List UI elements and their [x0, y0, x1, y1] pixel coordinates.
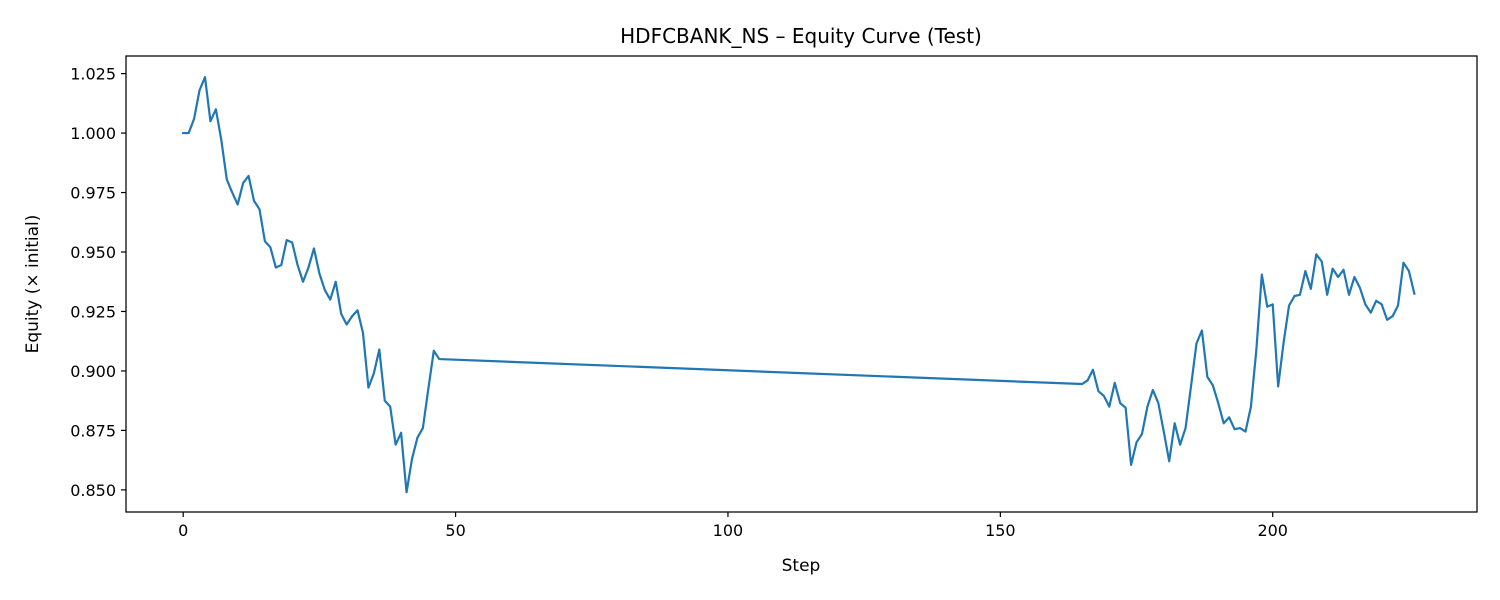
- y-axis-label: Equity (× initial): [23, 215, 43, 354]
- y-tick-label: 0.950: [70, 243, 116, 262]
- y-tick-label: 0.925: [70, 302, 116, 321]
- x-tick-label: 150: [985, 521, 1016, 540]
- y-tick-label: 0.975: [70, 184, 116, 203]
- x-axis-label: Step: [782, 556, 821, 576]
- y-tick-label: 0.900: [70, 362, 116, 381]
- series-line-0: [182, 76, 1416, 494]
- y-tick-label: 1.025: [70, 65, 116, 84]
- y-tick-label: 0.875: [70, 421, 116, 440]
- x-tick-label: 200: [1257, 521, 1288, 540]
- plot-frame: [125, 55, 1478, 513]
- x-axis-ticks: 0 50 100 150 200: [178, 512, 1288, 540]
- series-layer: [182, 76, 1416, 494]
- x-tick-label: 100: [713, 521, 744, 540]
- chart-title: HDFCBANK_NS – Equity Curve (Test): [620, 24, 982, 48]
- x-tick-label: 0: [178, 521, 188, 540]
- y-tick-label: 0.850: [70, 481, 116, 500]
- x-tick-label: 50: [445, 521, 465, 540]
- y-axis-ticks: 0.850 0.875 0.900 0.925 0.950 0.975 1.000 1.025: [70, 65, 126, 500]
- y-tick-label: 1.000: [70, 124, 116, 143]
